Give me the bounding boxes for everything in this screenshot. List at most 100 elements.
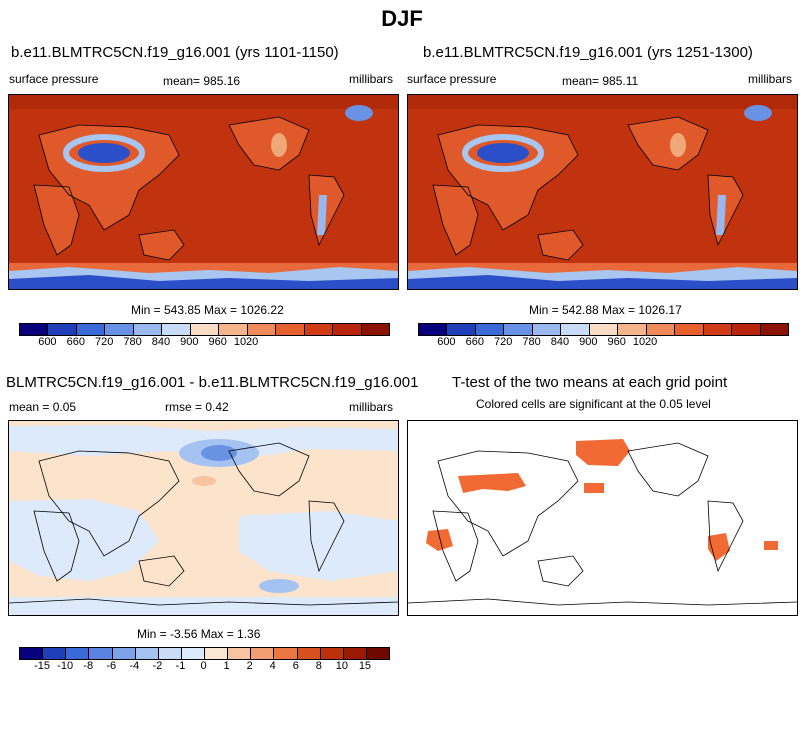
diff-colorbar-swatch <box>20 648 44 659</box>
rockies-pale <box>271 133 287 157</box>
diff-colorbar-swatch <box>320 648 344 659</box>
abs-colorbar-swatch <box>532 324 562 335</box>
diff-colorbar-tick-label: -10 <box>57 660 74 672</box>
abs-colorbar-tick-label: 660 <box>66 336 85 348</box>
significant-cells <box>426 439 778 561</box>
panel1-mean: mean= 985.16 <box>163 74 241 88</box>
panel3-colorbar <box>19 647 390 660</box>
panel3-rmse: rmse = 0.42 <box>165 400 229 414</box>
abs-colorbar-swatch <box>333 324 362 335</box>
diff-colorbar-swatch <box>66 648 90 659</box>
abs-colorbar-swatch <box>20 324 49 335</box>
diff-colorbar-swatch <box>228 648 252 659</box>
diff-colorbar-tick-label: 4 <box>269 660 276 672</box>
panel3-units: millibars <box>349 400 394 414</box>
coastlines <box>408 442 797 606</box>
coastlines <box>33 116 345 261</box>
diff-colorbar-tick-label: 6 <box>292 660 299 672</box>
panel4-title: T-test of the two means at each grid poi… <box>452 374 728 391</box>
diff-colorbar-tick-label: 0 <box>200 660 207 672</box>
antarctica-low <box>9 275 398 289</box>
abs-colorbar-tick-label: 720 <box>493 336 513 348</box>
diff-colorbar-swatch <box>297 648 321 659</box>
arctic-band <box>9 95 398 109</box>
panel4-map-svg <box>408 421 797 615</box>
abs-colorbar-swatch <box>247 324 277 335</box>
abs-colorbar-swatch <box>190 324 220 335</box>
panel2-variable: surface pressure <box>407 72 497 86</box>
panel2-stats: Min = 542.88 Max = 1026.17 <box>529 303 682 317</box>
sig-asia <box>458 473 526 493</box>
abs-colorbar-tick-label: 600 <box>437 336 456 348</box>
north-america-land <box>628 117 708 170</box>
abs-colorbar-tick-label: 1020 <box>632 336 658 348</box>
panel1-variable: surface pressure <box>9 72 99 86</box>
diff-colorbar-swatch <box>158 648 182 659</box>
diff-colorbar-swatch <box>112 648 136 659</box>
sig-africa <box>426 529 453 551</box>
figure-title: DJF <box>381 6 423 31</box>
diff-colorbar-tick-label: 10 <box>335 660 348 672</box>
abs-colorbar-swatch <box>646 324 676 335</box>
abs-colorbar-swatch <box>419 324 448 335</box>
panel2-title: b.e11.BLMTRC5CN.f19_g16.001 (yrs 1251-13… <box>423 44 753 61</box>
abs-colorbar-swatch <box>504 324 533 335</box>
antarctic-negative <box>9 597 398 615</box>
diff-colorbar-tick-label: -4 <box>129 660 140 672</box>
panel2-colorbar <box>418 323 789 336</box>
diff-colorbar-tick-label: 2 <box>246 660 253 672</box>
abs-colorbar-swatch <box>732 324 761 335</box>
panel2-mean: mean= 985.11 <box>562 74 639 88</box>
africa-land <box>433 185 478 255</box>
panel1-units: millibars <box>349 72 394 86</box>
abs-colorbar-swatch <box>304 324 334 335</box>
abs-colorbar-swatch <box>618 324 647 335</box>
panel4-subtitle: Colored cells are significant at the 0.0… <box>476 397 711 411</box>
arctic-band <box>408 95 797 109</box>
abs-colorbar-swatch <box>276 324 305 335</box>
panel1-title: b.e11.BLMTRC5CN.f19_g16.001 (yrs 1101-11… <box>11 44 339 61</box>
greenland-low <box>345 105 373 121</box>
diff-colorbar-tick-label: -8 <box>83 660 94 672</box>
abs-colorbar-swatch <box>76 324 106 335</box>
abs-colorbar-tick-label: 780 <box>522 336 541 348</box>
andes-low <box>317 195 327 235</box>
diff-colorbar-tick-label: -6 <box>106 660 117 672</box>
abs-colorbar-swatch <box>675 324 704 335</box>
abs-colorbar-tick-label: 960 <box>607 336 626 348</box>
panel3-stats: Min = -3.56 Max = 1.36 <box>137 627 261 641</box>
sig-atlantic <box>764 541 778 550</box>
north-america-land <box>229 117 309 170</box>
abs-colorbar-swatch <box>133 324 163 335</box>
abs-colorbar-swatch <box>361 324 390 335</box>
abs-colorbar-tick-label: 840 <box>151 336 171 348</box>
sp-neg-core <box>259 579 299 593</box>
diff-colorbar-swatch <box>205 648 229 659</box>
diff-colorbar-swatch <box>343 648 367 659</box>
diff-colorbar-swatch <box>274 648 298 659</box>
abs-colorbar-swatch <box>703 324 733 335</box>
abs-colorbar-swatch <box>475 324 505 335</box>
tibet-ring <box>462 134 544 172</box>
andes-low <box>716 195 726 235</box>
africa-land <box>34 185 79 255</box>
coastlines <box>9 442 398 606</box>
abs-colorbar-swatch <box>162 324 191 335</box>
abs-colorbar-swatch <box>760 324 789 335</box>
rockies-pale <box>670 133 686 157</box>
diff-colorbar-swatch <box>251 648 275 659</box>
abs-colorbar-tick-label: 900 <box>180 336 199 348</box>
diff-colorbar-tick-label: 15 <box>358 660 372 672</box>
diff-colorbar-swatch <box>366 648 389 659</box>
abs-colorbar-swatch <box>219 324 248 335</box>
diff-colorbar-tick-label: 1 <box>223 660 230 672</box>
panel1-stats: Min = 543.85 Max = 1026.22 <box>131 303 284 317</box>
panel2-units: millibars <box>748 72 793 86</box>
diff-colorbar-swatch <box>89 648 113 659</box>
abs-colorbar-tick-label: 660 <box>465 336 484 348</box>
diff-colorbar-swatch <box>43 648 67 659</box>
abs-colorbar-tick-label: 960 <box>208 336 227 348</box>
sig-north-pacific <box>576 439 630 466</box>
abs-colorbar-swatch <box>447 324 476 335</box>
diff-colorbar-tick-label: -2 <box>152 660 163 672</box>
